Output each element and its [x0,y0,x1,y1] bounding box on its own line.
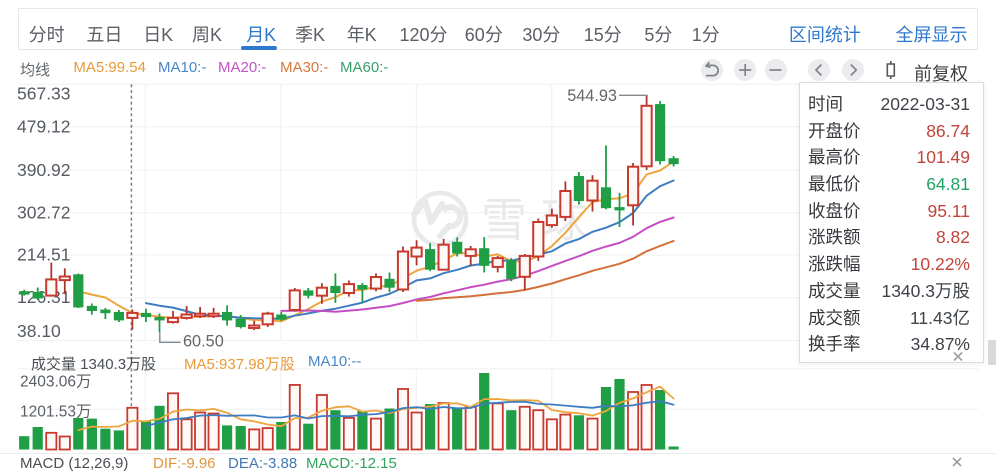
svg-text:38.10: 38.10 [17,321,61,341]
svg-text:544.93: 544.93 [567,87,617,105]
svg-text:60.50: 60.50 [183,333,224,351]
svg-text:214.51: 214.51 [17,245,71,265]
svg-text:1201.53万: 1201.53万 [20,404,92,421]
svg-text:390.92: 390.92 [17,160,71,180]
svg-text:302.72: 302.72 [17,202,71,222]
svg-text:479.12: 479.12 [17,116,71,136]
svg-text:2403.06万: 2403.06万 [20,373,92,390]
svg-text:567.33: 567.33 [17,83,71,103]
